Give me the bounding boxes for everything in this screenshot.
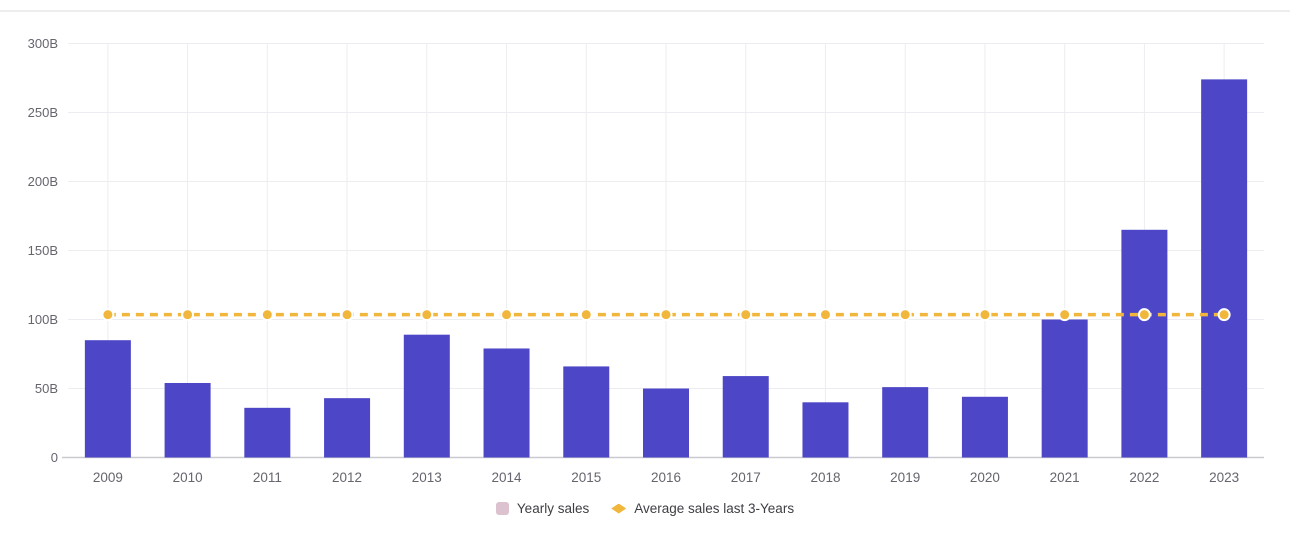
- y-axis-tick-label: 50B: [35, 381, 58, 396]
- bar-2010[interactable]: [164, 382, 211, 458]
- x-axis-tick-label: 2014: [492, 470, 523, 485]
- bar-2023[interactable]: [1201, 79, 1248, 458]
- y-axis-tick-label: 300B: [28, 36, 58, 51]
- x-axis-tick-label: 2018: [810, 470, 840, 485]
- line-point-2019[interactable]: [898, 308, 912, 322]
- x-axis-tick-label: 2012: [332, 470, 362, 485]
- y-axis-tick-label: 250B: [28, 105, 58, 120]
- yearly-sales-swatch-icon: [495, 502, 509, 515]
- line-point-2022[interactable]: [1137, 308, 1151, 322]
- line-point-2021[interactable]: [1058, 308, 1072, 322]
- x-axis-tick-label: 2015: [571, 470, 601, 485]
- chart-legend: Yearly sales Average sales last 3-Years: [0, 501, 1290, 516]
- x-axis-tick-label: 2023: [1209, 470, 1239, 485]
- bar-2018[interactable]: [802, 402, 849, 458]
- line-point-2009[interactable]: [101, 308, 115, 322]
- line-point-2011[interactable]: [260, 308, 274, 322]
- x-axis-tick-label: 2016: [651, 470, 681, 485]
- legend-item-yearly-sales[interactable]: Yearly sales: [495, 501, 590, 516]
- bar-2011[interactable]: [244, 407, 291, 458]
- bar-2015[interactable]: [563, 366, 610, 458]
- bar-2014[interactable]: [483, 348, 530, 458]
- line-point-2023[interactable]: [1217, 308, 1231, 322]
- top-divider: [0, 10, 1290, 12]
- x-axis-tick-label: 2009: [93, 470, 123, 485]
- line-point-2015[interactable]: [579, 308, 593, 322]
- legend-label-average-sales: Average sales last 3-Years: [634, 501, 795, 516]
- x-axis-tick-label: 2021: [1050, 470, 1080, 485]
- sales-chart-svg: 0 50B 100B 150B 200B 250B 300B 2009 2010 2011 2012…: [28, 36, 1264, 485]
- x-axis-tick-label: 2011: [253, 470, 282, 485]
- bar-2013[interactable]: [403, 334, 450, 458]
- x-axis-tick-label: 2019: [890, 470, 920, 485]
- line-point-2012[interactable]: [340, 308, 354, 322]
- line-point-2010[interactable]: [181, 308, 195, 322]
- y-axis-tick-label: 0: [51, 450, 58, 465]
- line-point-2013[interactable]: [420, 308, 434, 322]
- y-axis-tick-label: 200B: [28, 174, 58, 189]
- legend-label-yearly-sales: Yearly sales: [516, 501, 590, 516]
- y-axis-tick-label: 100B: [28, 312, 58, 327]
- line-point-2018[interactable]: [818, 308, 832, 322]
- bar-2016[interactable]: [643, 388, 689, 458]
- line-point-2020[interactable]: [978, 308, 992, 322]
- bar-2021[interactable]: [1041, 319, 1088, 458]
- line-point-2016[interactable]: [659, 308, 673, 322]
- line-point-2014[interactable]: [500, 308, 514, 322]
- legend-item-average-sales[interactable]: Average sales last 3-Years: [611, 501, 794, 516]
- average-sales-swatch-icon: [611, 503, 627, 514]
- x-axis-tick-label: 2010: [173, 470, 203, 485]
- bar-2017[interactable]: [722, 376, 769, 458]
- x-axis-tick-label: 2017: [731, 470, 761, 485]
- bar-2019[interactable]: [882, 387, 929, 458]
- line-point-2017[interactable]: [739, 308, 753, 322]
- y-axis-tick-label: 150B: [28, 243, 58, 258]
- bar-2022[interactable]: [1121, 229, 1168, 458]
- bar-2012[interactable]: [324, 398, 371, 458]
- x-axis-tick-label: 2013: [412, 470, 442, 485]
- bar-2020[interactable]: [961, 396, 1008, 458]
- bar-2009[interactable]: [84, 340, 131, 458]
- x-axis-tick-label: 2020: [970, 470, 1000, 485]
- x-axis-tick-label: 2022: [1129, 470, 1159, 485]
